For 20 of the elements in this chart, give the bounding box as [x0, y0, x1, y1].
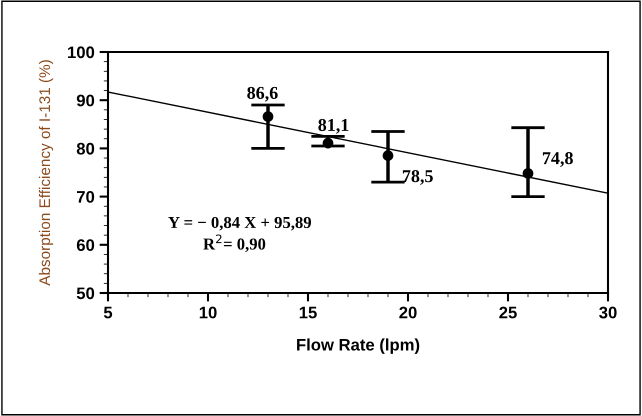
annotation: Y = − 0,84 X + 95,89 [168, 216, 312, 231]
y-tick-label: 100 [68, 46, 94, 58]
x-tick-label: 20 [399, 306, 417, 318]
data-label: 86,6 [247, 86, 278, 102]
y-tick-label: 90 [76, 94, 94, 106]
y-tick-label: 80 [76, 142, 94, 155]
x-axis-title: Flow Rate (lpm) [297, 338, 420, 354]
annotation: R$^{2}$= 0,90 [203, 234, 266, 252]
data-label: 81,1 [318, 118, 348, 134]
data-label: 78,5 [402, 170, 433, 185]
y-tick-label: 50 [76, 287, 94, 300]
x-tick-label: 10 [200, 306, 217, 318]
x-tick-label: 30 [599, 306, 617, 318]
y-tick-label: 70 [76, 191, 94, 203]
x-tick-label: 25 [499, 306, 517, 318]
y-axis-title: Absorption Efficiency of I-131 (%) [38, 60, 54, 286]
data-label: 74,8 [542, 152, 573, 167]
x-tick-label: 5 [104, 306, 112, 318]
y-tick-label: 60 [76, 239, 94, 252]
x-tick-label: 15 [300, 306, 317, 318]
